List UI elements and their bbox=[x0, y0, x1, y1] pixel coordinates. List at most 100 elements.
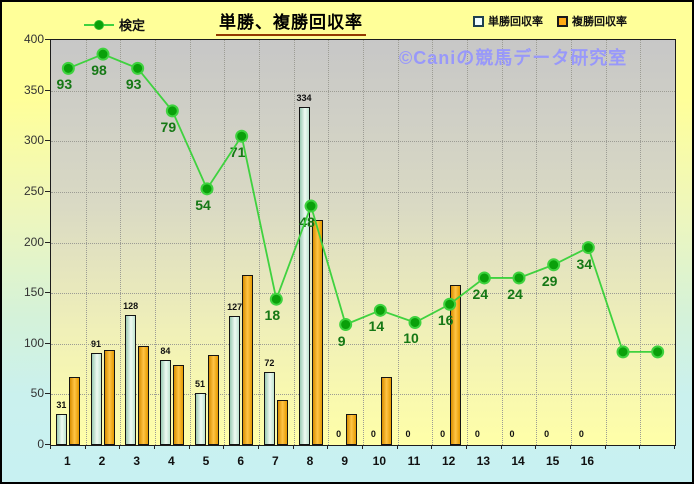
gridline-vertical bbox=[259, 40, 260, 445]
y-axis-tick bbox=[45, 292, 50, 294]
legend-fukusho-label: 複勝回収率 bbox=[572, 16, 627, 28]
bar-fukusho bbox=[346, 413, 358, 445]
bar-value-label: 127 bbox=[227, 302, 243, 313]
x-axis-tick bbox=[674, 445, 675, 449]
x-axis-tick-label: 2 bbox=[98, 454, 106, 468]
kentei-data-point bbox=[408, 315, 422, 329]
kentei-data-point bbox=[512, 271, 526, 285]
chart-title: 単勝、複勝回収率 bbox=[216, 8, 366, 36]
kentei-value-label: 34 bbox=[576, 255, 593, 272]
kentei-data-point bbox=[235, 129, 249, 143]
bar-value-label: 0 bbox=[578, 429, 584, 439]
kentei-data-point bbox=[165, 104, 179, 118]
kentei-data-point bbox=[443, 297, 457, 311]
kentei-data-point bbox=[339, 318, 353, 332]
gridline-vertical bbox=[536, 40, 538, 445]
x-axis-tick-label: 9 bbox=[341, 454, 348, 468]
x-axis-tick-label: 8 bbox=[306, 454, 314, 468]
y-axis-tick-label: 100 bbox=[23, 335, 44, 350]
bar-value-label: 334 bbox=[296, 92, 312, 103]
bar-value-label: 0 bbox=[544, 429, 550, 439]
gridline-vertical bbox=[605, 40, 607, 445]
gridline-vertical bbox=[432, 40, 434, 445]
line-series-marker-icon bbox=[84, 19, 114, 31]
y-axis-tick bbox=[45, 342, 50, 344]
kentei-data-point bbox=[581, 241, 595, 255]
y-axis-tick bbox=[45, 393, 50, 395]
gridline-vertical bbox=[571, 40, 572, 445]
x-axis-tick bbox=[431, 445, 433, 449]
gridline-vertical bbox=[85, 40, 87, 445]
y-axis-tick bbox=[45, 89, 50, 91]
bar-value-label: 0 bbox=[370, 429, 376, 439]
x-axis-tick-label: 4 bbox=[167, 454, 175, 468]
kentei-data-point bbox=[477, 271, 491, 285]
x-axis-tick-label: 15 bbox=[545, 454, 560, 468]
x-axis-tick bbox=[362, 445, 363, 449]
x-axis-tick bbox=[84, 445, 86, 449]
y-axis-tick bbox=[45, 140, 50, 142]
bar-value-label: 72 bbox=[264, 358, 275, 369]
bar-tansho bbox=[194, 393, 206, 445]
kentei-data-point bbox=[200, 182, 214, 196]
kentei-data-point bbox=[651, 345, 665, 359]
x-axis-tick bbox=[188, 445, 190, 449]
kentei-data-point bbox=[616, 345, 630, 359]
x-axis-tick-label: 16 bbox=[580, 454, 594, 468]
watermark: ©Caniの競馬データ研究室 bbox=[399, 48, 628, 68]
bar-fukusho bbox=[311, 220, 323, 445]
fukusho-marker-icon bbox=[557, 15, 568, 27]
bar-fukusho bbox=[207, 354, 219, 445]
legend-fukusho: 複勝回収率 bbox=[557, 13, 627, 29]
y-axis-tick-label: 200 bbox=[23, 234, 44, 249]
bar-tansho bbox=[90, 352, 102, 445]
x-axis-tick bbox=[466, 445, 467, 449]
y-axis-tick-label: 250 bbox=[23, 183, 44, 198]
kentei-value-label: 18 bbox=[264, 307, 281, 324]
tansho-marker-icon bbox=[473, 15, 484, 27]
bar-value-label: 0 bbox=[509, 429, 515, 439]
bar-value-label: 0 bbox=[336, 429, 342, 439]
x-axis-tick bbox=[154, 445, 155, 449]
bar-value-label: 128 bbox=[123, 301, 139, 312]
bar-value-label: 51 bbox=[194, 379, 205, 390]
kentei-value-label: 54 bbox=[195, 196, 211, 213]
y-axis-tick bbox=[45, 241, 50, 243]
bar-tansho bbox=[229, 316, 241, 445]
x-axis-tick bbox=[50, 445, 51, 449]
x-axis-tick bbox=[258, 445, 259, 449]
gridline-vertical bbox=[189, 40, 191, 445]
gridline-vertical bbox=[363, 40, 364, 445]
kentei-data-point bbox=[547, 258, 561, 272]
plot-area: ©Caniの競馬データ研究室 31 91 128 84 51 127 72 334 0 0 0 0 0 0… bbox=[50, 39, 676, 446]
bar-fukusho bbox=[103, 349, 115, 445]
gridline-vertical bbox=[328, 40, 330, 445]
bar-value-label: 0 bbox=[440, 429, 446, 439]
kentei-value-label: 29 bbox=[541, 272, 558, 289]
x-axis-tick-label: 1 bbox=[63, 454, 71, 468]
y-axis-tick-label: 300 bbox=[23, 133, 44, 148]
gridline-vertical bbox=[397, 40, 399, 445]
x-axis-tick bbox=[119, 445, 121, 449]
kentei-value-label: 24 bbox=[507, 285, 523, 302]
bar-fukusho bbox=[380, 377, 392, 445]
kentei-data-point bbox=[96, 47, 110, 61]
bar-tansho bbox=[263, 372, 275, 445]
kentei-value-label: 14 bbox=[368, 318, 385, 335]
x-axis-tick bbox=[396, 445, 398, 449]
kentei-data-point bbox=[269, 292, 283, 306]
x-axis-tick-label: 7 bbox=[271, 454, 279, 468]
kentei-value-label: 93 bbox=[125, 76, 142, 93]
bar-fukusho bbox=[242, 274, 254, 445]
gridline-vertical bbox=[467, 40, 468, 445]
kentei-data-point bbox=[131, 61, 145, 75]
bar-value-label: 0 bbox=[474, 429, 480, 439]
x-axis-tick bbox=[500, 445, 502, 449]
x-axis-tick bbox=[604, 445, 606, 449]
y-axis-tick bbox=[45, 190, 50, 192]
x-axis-tick bbox=[639, 445, 641, 449]
bar-fukusho bbox=[138, 345, 150, 445]
x-axis-tick-label: 12 bbox=[441, 454, 456, 468]
kentei-data-point bbox=[61, 61, 75, 75]
